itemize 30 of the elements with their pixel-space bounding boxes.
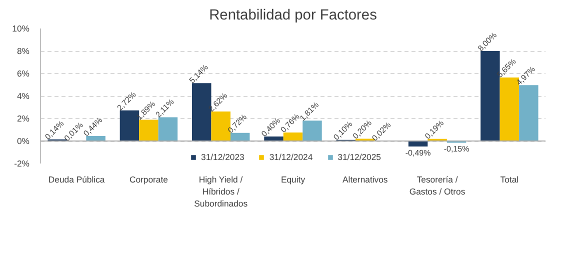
bar (500, 77, 520, 141)
bar (86, 136, 106, 141)
x-tick-label: Equity (280, 174, 306, 184)
legend-label: 31/12/2025 (338, 152, 381, 162)
y-tick-label: 8% (16, 46, 30, 56)
bar (230, 132, 250, 141)
chart-title: Rentabilidad por Factores (209, 8, 377, 24)
bar (158, 117, 178, 141)
data-label: -0,49% (405, 148, 431, 158)
bar (519, 85, 538, 141)
y-tick-label: -2% (14, 158, 30, 168)
bar (139, 120, 158, 141)
x-tick-label: Total (500, 174, 519, 184)
x-tick-label: Tesorería / Gastos / Otros (409, 174, 466, 196)
bar (283, 132, 303, 141)
x-tick-label: Alternativos (342, 174, 388, 184)
x-tick-label: Corporate (129, 174, 168, 184)
bar (408, 141, 428, 147)
y-tick-label: 2% (16, 114, 30, 124)
data-label: -0,15% (444, 144, 470, 154)
y-tick-label: 0% (16, 136, 30, 146)
y-tick-label: 10% (12, 24, 30, 34)
y-tick-label: 6% (16, 68, 30, 78)
bar (264, 136, 284, 141)
legend-label: 31/12/2024 (269, 152, 313, 162)
y-tick-label: 4% (16, 91, 30, 101)
x-tick-label: Deuda Pública (48, 174, 105, 184)
legend-label: 31/12/2023 (201, 152, 244, 162)
x-tick-label: High Yield / Híbridos / Subordinados (194, 174, 248, 208)
bar (302, 120, 322, 141)
